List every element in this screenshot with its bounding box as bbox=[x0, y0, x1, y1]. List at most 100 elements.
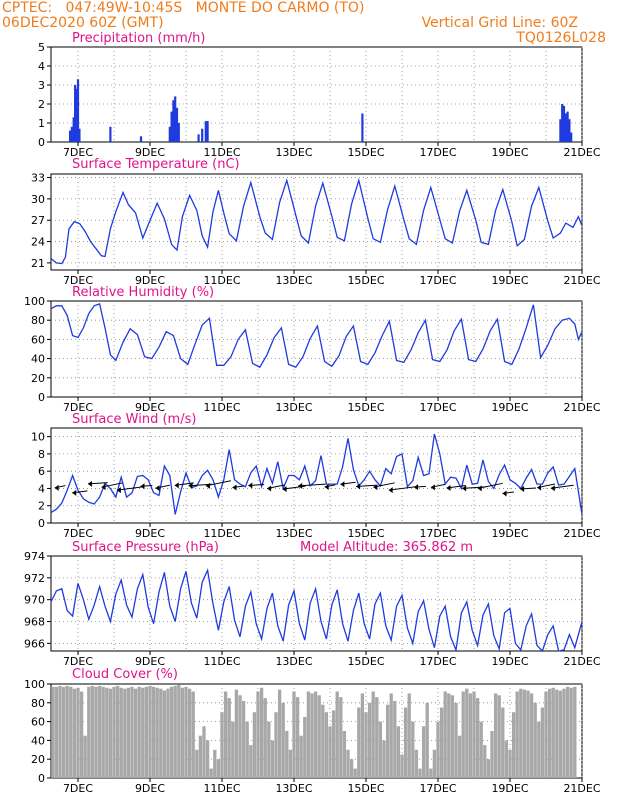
cloud-bar bbox=[123, 688, 127, 778]
wind-arrow-head bbox=[54, 484, 59, 491]
x-tick-label: 21DEC bbox=[563, 655, 600, 668]
cloud-bar bbox=[97, 685, 102, 778]
cloud-bar bbox=[454, 702, 458, 778]
cloud-bar bbox=[540, 707, 545, 778]
cloud-bar bbox=[407, 693, 411, 778]
precip-bar bbox=[561, 104, 564, 142]
cloud-bar bbox=[83, 735, 87, 778]
cloud-bar bbox=[493, 693, 498, 778]
precip-bar bbox=[204, 121, 207, 142]
cloud-bar bbox=[133, 688, 138, 778]
x-tick-label: 21DEC bbox=[563, 401, 600, 414]
cloud-bar bbox=[504, 740, 509, 778]
cloud-bar bbox=[105, 687, 109, 778]
wind-arrow-head bbox=[188, 482, 193, 489]
cloud-bar bbox=[288, 749, 293, 778]
cloud-bar bbox=[472, 691, 476, 778]
precip-bar bbox=[568, 119, 571, 142]
cloud-bar bbox=[119, 687, 123, 778]
y-tick-label: 6 bbox=[38, 465, 45, 478]
y-tick-label: 100 bbox=[24, 295, 45, 308]
cloud-bar bbox=[497, 695, 501, 778]
x-tick-label: 13DEC bbox=[275, 401, 312, 414]
wind-arrow-head bbox=[550, 485, 555, 492]
cloud-bar bbox=[101, 686, 105, 778]
cloud-bar bbox=[522, 689, 527, 778]
x-tick-label: 11DEC bbox=[203, 401, 240, 414]
cloud-bar bbox=[432, 749, 437, 778]
wind-arrow-head bbox=[101, 484, 106, 491]
cloud-bar bbox=[317, 695, 321, 778]
wind-arrow bbox=[477, 482, 503, 489]
cloud-bar bbox=[526, 690, 530, 778]
y-tick-label: 970 bbox=[24, 594, 45, 607]
wind-arrow-head bbox=[520, 485, 525, 492]
cloud-bar bbox=[303, 716, 307, 778]
y-tick-label: 80 bbox=[31, 697, 45, 710]
precip-bar bbox=[172, 100, 175, 142]
cloud-bar bbox=[375, 697, 379, 778]
panel-title: Surface Temperature (nC) bbox=[72, 157, 240, 172]
cloud-bar bbox=[213, 749, 217, 778]
wind-arrow bbox=[116, 486, 144, 491]
panel-frame bbox=[50, 173, 583, 271]
precip-bar bbox=[168, 126, 171, 142]
cloud-bar bbox=[198, 735, 203, 778]
cloud-bar bbox=[436, 721, 440, 778]
cloud-bar bbox=[187, 688, 192, 778]
cloud-bar bbox=[353, 768, 357, 778]
cloud-bar bbox=[281, 702, 285, 778]
x-tick-label: 21DEC bbox=[563, 274, 600, 287]
wind-arrow-head bbox=[282, 486, 287, 493]
cloud-bar bbox=[396, 726, 401, 778]
y-tick-label: 2 bbox=[38, 98, 45, 111]
series-line bbox=[50, 303, 583, 369]
cloud-bar bbox=[411, 721, 415, 778]
cloud-bar bbox=[529, 693, 534, 778]
precip-bar bbox=[361, 113, 364, 142]
wind-arrow-head bbox=[248, 482, 253, 489]
cloud-bar bbox=[58, 685, 62, 778]
cloud-bar bbox=[292, 691, 296, 778]
cloud-bar bbox=[202, 726, 206, 778]
x-tick-label: 9DEC bbox=[135, 146, 165, 159]
cloud-bar bbox=[544, 691, 548, 778]
x-tick-label: 13DEC bbox=[275, 527, 312, 540]
y-tick-label: 968 bbox=[24, 616, 45, 629]
x-tick-label: 13DEC bbox=[275, 655, 312, 668]
y-tick-label: 40 bbox=[31, 734, 45, 747]
wind-arrow-head bbox=[87, 480, 92, 487]
x-tick-label: 9DEC bbox=[135, 274, 165, 287]
cloud-bar bbox=[555, 689, 559, 778]
y-tick-label: 21 bbox=[31, 257, 45, 270]
station-line: CPTEC: 047:49W-10:45S MONTE DO CARMO (TO… bbox=[2, 0, 365, 16]
y-tick-label: 4 bbox=[38, 60, 45, 73]
y-tick-label: 30 bbox=[31, 193, 45, 206]
precip-bar bbox=[175, 107, 179, 142]
series-line bbox=[50, 177, 583, 265]
precip-bar bbox=[75, 88, 78, 142]
y-tick-label: 0 bbox=[38, 517, 45, 530]
cloud-bar bbox=[263, 698, 267, 778]
cloud-bar bbox=[465, 688, 469, 778]
y-tick-label: 0 bbox=[38, 391, 45, 404]
cloud-bar bbox=[234, 689, 239, 778]
cloud-bar bbox=[126, 687, 131, 778]
cloud-bar bbox=[443, 691, 447, 778]
cloud-bar bbox=[162, 690, 167, 778]
precip-bar bbox=[139, 136, 143, 142]
cloud-bar bbox=[184, 686, 188, 778]
cloud-bar bbox=[79, 691, 84, 778]
cloud-bar bbox=[346, 749, 350, 778]
wind-arrow-head bbox=[537, 484, 542, 491]
cloud-bar bbox=[357, 707, 361, 778]
cloud-bar bbox=[511, 712, 516, 778]
precip-bar bbox=[109, 126, 112, 142]
wind-arrow-head bbox=[502, 490, 507, 497]
y-tick-label: 40 bbox=[31, 353, 45, 366]
cloud-bar bbox=[227, 698, 231, 778]
cloud-bar bbox=[148, 685, 152, 778]
x-tick-label: 19DEC bbox=[491, 527, 528, 540]
cloud-bar bbox=[54, 686, 59, 778]
